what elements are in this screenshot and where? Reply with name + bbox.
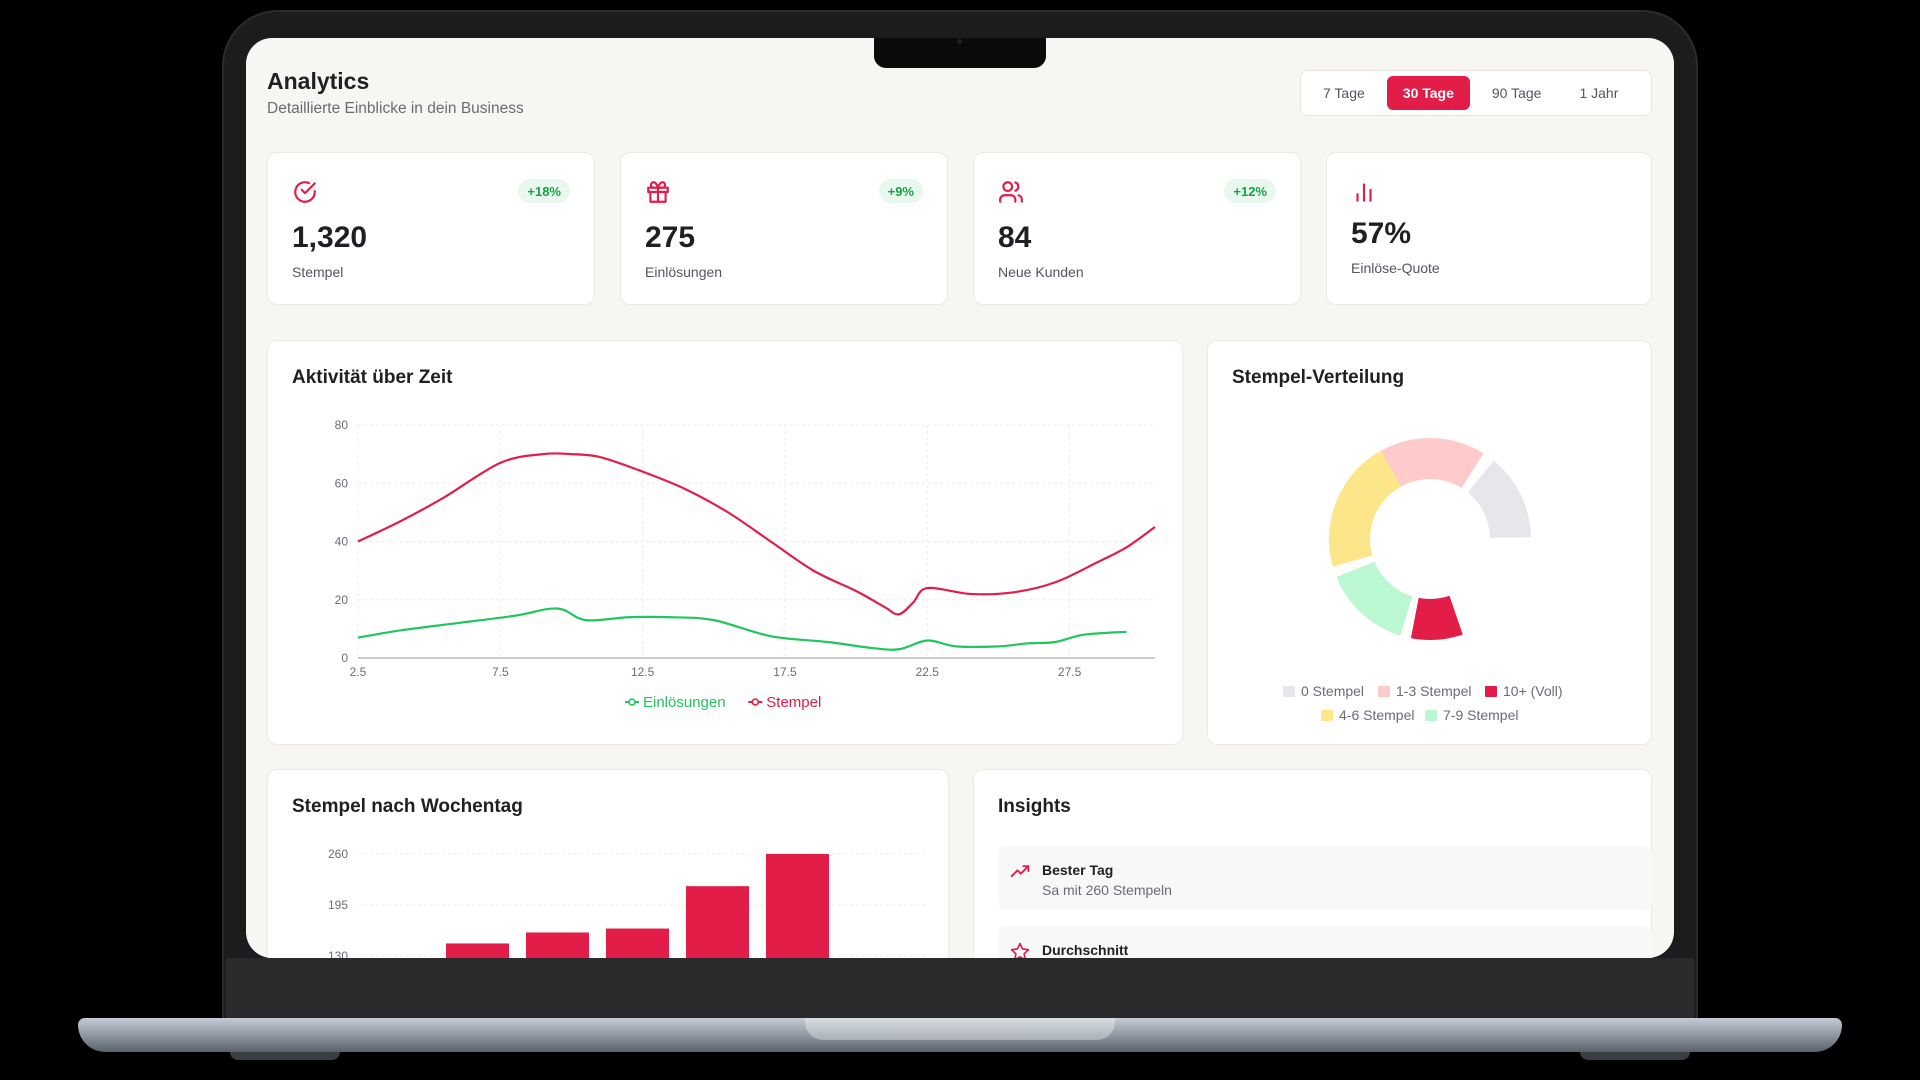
kpi-card-stempel: +18% 1,320 Stempel — [267, 152, 595, 305]
donut-legend-item: 4-6 Stempel — [1321, 707, 1414, 723]
star-icon — [1010, 942, 1030, 958]
legend-label: 4-6 Stempel — [1339, 707, 1415, 723]
weekday-bar — [526, 932, 589, 958]
weekday-chart-card: Stempel nach Wochentag 130 195 260 — [267, 769, 949, 958]
legend-marker-icon — [751, 698, 760, 706]
insight-subtitle: Sa mit 260 Stempeln — [1042, 882, 1172, 898]
weekday-bar — [606, 928, 669, 958]
laptop-foot — [1580, 1052, 1690, 1060]
kpi-value: 275 — [645, 221, 696, 254]
kpi-change-badge: +12% — [1224, 179, 1276, 203]
legend-swatch — [1378, 685, 1390, 697]
y-tick-label: 20 — [335, 593, 349, 607]
camera-icon — [957, 39, 962, 44]
insight-title: Durchschnitt — [1042, 942, 1129, 958]
kpi-card-einloesungen: +9% 275 Einlösungen — [620, 152, 948, 305]
activity-chart-card: Aktivität über Zeit 0 20 40 60 80 2.5 7.5 12.5 1… — [267, 340, 1183, 745]
kpi-card-einloese-quote: 57% Einlöse-Quote — [1326, 152, 1652, 305]
time-range-selector: 7 Tage 30 Tage 90 Tage 1 Jahr — [1300, 70, 1652, 116]
laptop-bezel — [226, 958, 1694, 1020]
weekday-bar-chart: 130 195 260 — [328, 847, 928, 958]
page-subtitle: Detaillierte Einblicke in dein Business — [267, 100, 524, 117]
legend-label: Stempel — [766, 694, 821, 711]
legend-label: 0 Stempel — [1301, 683, 1365, 699]
insight-item[interactable]: Bester Tag Sa mit 260 Stempeln — [998, 846, 1652, 910]
x-tick-label: 17.5 — [773, 665, 797, 679]
x-tick-label: 12.5 — [631, 665, 655, 679]
kpi-label: Neue Kunden — [998, 264, 1084, 280]
bar-chart-icon — [1356, 183, 1372, 202]
laptop-opening-notch — [805, 1018, 1115, 1040]
screen: Analytics Detaillierte Einblicke in dein… — [246, 38, 1674, 958]
kpi-value: 57% — [1351, 217, 1412, 250]
y-tick-label: 40 — [335, 535, 349, 549]
kpi-change-badge: +18% — [518, 179, 570, 203]
insight-title: Bester Tag — [1042, 862, 1114, 878]
y-tick-label: 0 — [341, 651, 348, 665]
y-tick-label: 260 — [328, 847, 348, 861]
gift-icon — [647, 181, 669, 203]
kpi-card-neue-kunden: +12% 84 Neue Kunden — [973, 152, 1301, 305]
y-tick-label: 130 — [328, 949, 348, 958]
range-30-days-button[interactable]: 30 Tage — [1386, 76, 1470, 110]
legend-swatch — [1485, 685, 1497, 697]
activity-line-chart: 0 20 40 60 80 2.5 7.5 12.5 17.5 22.5 27.5 Einlösung… — [335, 418, 1156, 711]
x-tick-label: 22.5 — [916, 665, 940, 679]
y-tick-label: 60 — [335, 476, 349, 490]
y-tick-label: 195 — [328, 898, 348, 912]
donut-legend-item: 1-3 Stempel — [1378, 683, 1471, 699]
legend-label: 7-9 Stempel — [1443, 707, 1519, 723]
activity-chart-title: Aktivität über Zeit — [292, 367, 453, 388]
check-circle-icon — [294, 181, 316, 203]
donut-slice-4-6-stempel — [1329, 450, 1401, 567]
legend-marker-icon — [628, 698, 636, 706]
page-title: Analytics — [267, 68, 370, 94]
weekday-bar — [446, 943, 509, 958]
kpi-value: 1,320 — [292, 221, 368, 254]
series-line-stempel — [357, 452, 1156, 616]
weekday-bar — [766, 854, 829, 958]
legend-label: 1-3 Stempel — [1396, 683, 1472, 699]
trending-up-icon — [1010, 865, 1030, 878]
insights-title: Insights — [998, 796, 1071, 817]
legend-label: Einlösungen — [643, 694, 726, 711]
legend-swatch — [1283, 685, 1295, 697]
donut-legend-item: 10+ (Voll) — [1485, 683, 1563, 699]
x-tick-label: 27.5 — [1058, 665, 1082, 679]
donut-slice-10-voll- — [1410, 595, 1463, 640]
legend-swatch — [1425, 709, 1437, 721]
kpi-label: Stempel — [292, 264, 344, 280]
laptop-foot — [230, 1052, 340, 1060]
range-7-days-button[interactable]: 7 Tage — [1323, 85, 1365, 101]
donut-legend-item: 0 Stempel — [1283, 683, 1364, 699]
weekday-chart-title: Stempel nach Wochentag — [292, 796, 523, 817]
range-90-days-button[interactable]: 90 Tage — [1491, 85, 1542, 101]
weekday-bar — [686, 886, 749, 958]
legend-label: 10+ (Voll) — [1503, 683, 1563, 699]
donut-slice-7-9-stempel — [1336, 561, 1413, 636]
kpi-label: Einlösungen — [645, 264, 723, 280]
kpi-value: 84 — [998, 221, 1032, 254]
distribution-title: Stempel-Verteilung — [1232, 367, 1405, 388]
distribution-donut-chart — [1329, 438, 1531, 640]
kpi-change-badge: +9% — [878, 179, 923, 203]
range-1-year-button[interactable]: 1 Jahr — [1579, 85, 1619, 101]
x-tick-label: 7.5 — [492, 665, 509, 679]
donut-slice-0-stempel — [1467, 460, 1531, 538]
legend-swatch — [1321, 709, 1333, 721]
users-icon — [999, 181, 1023, 203]
insight-item[interactable]: Durchschnitt — [998, 926, 1652, 958]
donut-legend-item: 7-9 Stempel — [1425, 707, 1518, 723]
insights-card: Insights Bester Tag Sa mit 260 Stempeln … — [973, 769, 1652, 958]
x-tick-label: 2.5 — [350, 665, 367, 679]
series-line-einlösungen — [357, 607, 1127, 651]
y-tick-label: 80 — [335, 418, 349, 432]
distribution-card: Stempel-Verteilung 0 Stempel 1-3 Stempel… — [1207, 340, 1652, 745]
kpi-label: Einlöse-Quote — [1351, 260, 1440, 276]
